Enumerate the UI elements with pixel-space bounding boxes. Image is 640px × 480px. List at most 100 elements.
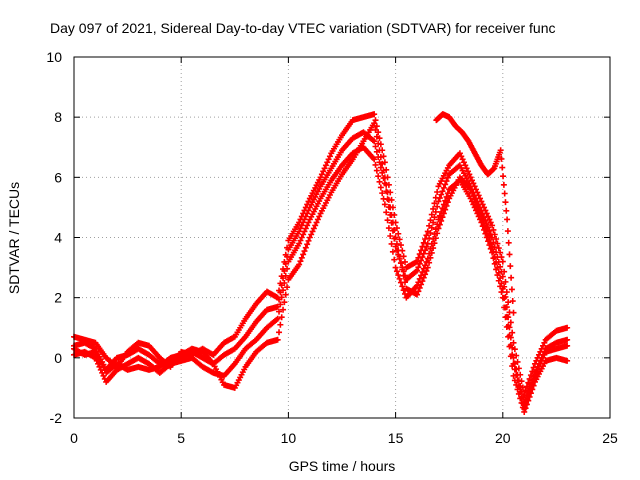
- data-point: [301, 248, 308, 255]
- data-point: [513, 372, 520, 379]
- data-point: [415, 264, 422, 271]
- data-point: [503, 313, 510, 320]
- data-point: [281, 280, 288, 287]
- data-point: [430, 219, 437, 226]
- data-point: [434, 188, 441, 195]
- data-point: [420, 250, 427, 257]
- data-point: [534, 366, 541, 373]
- data-point: [564, 336, 571, 343]
- data-point: [300, 251, 307, 258]
- data-point: [503, 289, 510, 296]
- data-point: [506, 251, 513, 258]
- data-point: [324, 159, 331, 166]
- data-point: [278, 294, 285, 301]
- data-point: [320, 168, 327, 175]
- data-point: [414, 291, 421, 298]
- data-point: [497, 275, 504, 282]
- data-point: [276, 329, 283, 336]
- data-point: [529, 381, 536, 388]
- data-point: [431, 200, 438, 207]
- data-point: [371, 120, 378, 127]
- data-point: [491, 254, 498, 261]
- data-point: [305, 219, 312, 226]
- data-point: [376, 178, 383, 185]
- data-point: [274, 336, 281, 343]
- data-point: [541, 339, 548, 346]
- data-point: [278, 314, 285, 321]
- series-sat-track-4: [71, 120, 571, 412]
- data-point: [481, 220, 488, 227]
- data-point: [489, 222, 496, 229]
- data-point: [456, 150, 463, 157]
- data-point: [486, 236, 493, 243]
- data-point: [463, 165, 470, 172]
- data-point: [373, 133, 380, 140]
- data-point: [467, 174, 474, 181]
- data-point: [505, 299, 512, 306]
- data-point: [309, 228, 316, 235]
- data-point: [510, 360, 517, 367]
- data-point: [427, 254, 434, 261]
- data-point: [316, 213, 323, 220]
- data-point: [502, 199, 509, 206]
- data-point: [531, 372, 538, 379]
- data-point: [564, 357, 571, 364]
- data-point: [296, 228, 303, 235]
- data-point: [302, 225, 309, 232]
- data-point: [396, 253, 403, 260]
- data-point: [375, 140, 382, 147]
- data-point: [388, 211, 395, 218]
- chart-title: Day 097 of 2021, Sidereal Day-to-day VTE…: [50, 20, 556, 36]
- data-point: [564, 342, 571, 349]
- data-point: [418, 281, 425, 288]
- data-point: [426, 259, 433, 266]
- data-point: [440, 210, 447, 217]
- data-point: [397, 260, 404, 267]
- data-point: [505, 239, 512, 246]
- data-point: [485, 232, 492, 239]
- data-point: [540, 354, 546, 361]
- data-point: [371, 111, 378, 118]
- data-point: [383, 181, 390, 188]
- data-point: [306, 234, 313, 241]
- data-point: [509, 298, 516, 305]
- data-point: [510, 309, 517, 316]
- data-point: [302, 213, 309, 220]
- data-point: [376, 147, 383, 154]
- data-point: [500, 181, 507, 188]
- data-point: [487, 219, 494, 226]
- data-point: [379, 190, 386, 197]
- data-point: [395, 272, 402, 279]
- data-point: [434, 230, 441, 237]
- data-point: [420, 274, 427, 281]
- data-point: [507, 342, 514, 349]
- data-point: [473, 199, 479, 206]
- data-point: [298, 254, 305, 261]
- data-point: [395, 247, 402, 254]
- data-point: [401, 279, 408, 286]
- data-point: [416, 260, 423, 267]
- data-point: [523, 397, 530, 404]
- data-point: [436, 195, 443, 202]
- x-axis-label: GPS time / hours: [289, 458, 396, 474]
- data-point: [443, 202, 450, 209]
- data-point: [493, 236, 500, 243]
- data-point: [462, 162, 469, 169]
- data-point: [372, 161, 379, 168]
- y-tick-label: 10: [46, 49, 62, 65]
- data-point: [399, 283, 406, 290]
- data-point: [393, 240, 400, 247]
- data-point: [514, 377, 521, 384]
- data-point: [379, 160, 386, 167]
- data-point: [438, 191, 445, 198]
- data-point: [300, 231, 307, 238]
- y-tick-label: -2: [50, 410, 63, 426]
- data-point: [297, 225, 304, 232]
- data-point: [430, 245, 437, 252]
- data-point: [384, 217, 391, 224]
- data-point: [459, 156, 466, 163]
- data-point: [282, 272, 289, 279]
- data-point: [537, 360, 544, 367]
- data-point: [489, 243, 496, 250]
- data-point: [282, 291, 289, 298]
